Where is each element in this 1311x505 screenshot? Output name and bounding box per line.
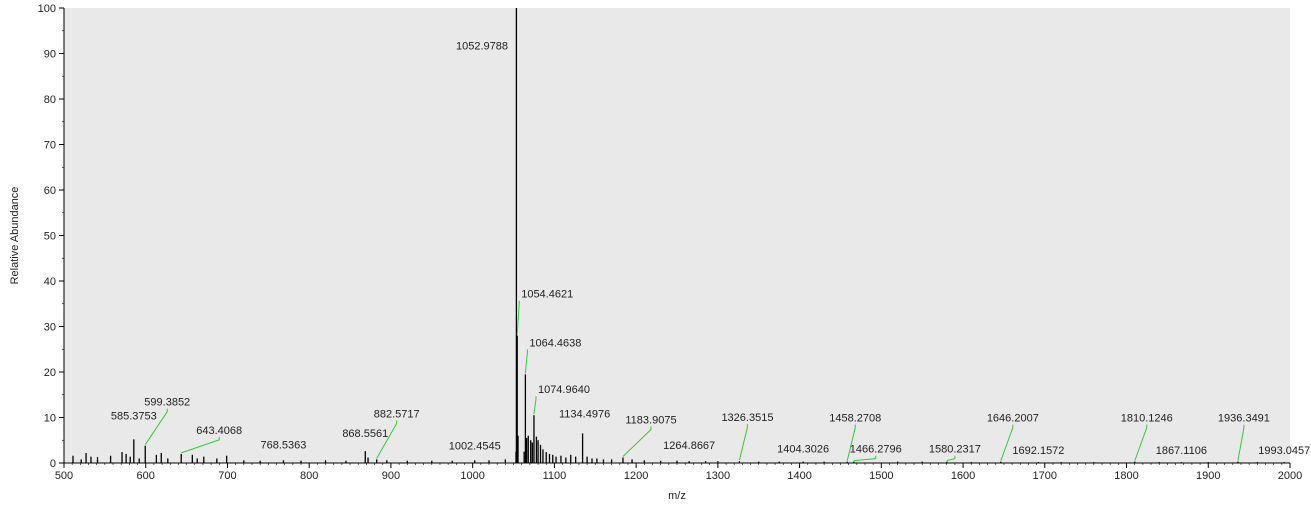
peak-label: 882.5717 (374, 408, 420, 420)
y-tick-label: 40 (44, 276, 56, 288)
peak-label: 1074.9640 (538, 384, 590, 396)
x-tick-label: 1200 (624, 470, 648, 482)
peak-label: 1053.4716 (490, 0, 542, 3)
y-tick-label: 0 (50, 458, 56, 470)
peak-leader-line (853, 455, 877, 462)
x-tick-label: 1300 (706, 470, 730, 482)
peak-label: 599.3852 (144, 397, 190, 409)
x-tick-label: 1800 (1114, 470, 1138, 482)
peak-label: 1466.2796 (850, 444, 902, 456)
y-tick-label: 80 (44, 94, 56, 106)
leader-lines-layer (144, 300, 1245, 462)
peak-label: 1134.4976 (559, 408, 610, 420)
peak-leader-line (144, 408, 168, 445)
peak-label: 585.3753 (111, 410, 157, 422)
peak-label: 1580.2317 (929, 444, 981, 456)
peak-leader-line (524, 349, 528, 374)
peak-label: 1810.1246 (1121, 413, 1173, 425)
peak-leader-line (1134, 424, 1148, 461)
x-tick-label: 900 (382, 470, 400, 482)
peak-label: 1404.3026 (777, 444, 829, 456)
x-tick-label: 1500 (869, 470, 893, 482)
peak-leader-line (533, 396, 537, 415)
y-tick-label: 60 (44, 185, 56, 197)
y-tick-label: 30 (44, 322, 56, 334)
x-tick-label: 1400 (787, 470, 811, 482)
peak-label: 1993.0457 (1258, 445, 1310, 457)
y-tick-label: 50 (44, 231, 56, 243)
x-axis-title: m/z (668, 490, 686, 502)
x-tick-label: 1000 (460, 470, 484, 482)
peak-leader-line (846, 424, 856, 461)
x-tick-label: 700 (218, 470, 236, 482)
peak-label: 643.4068 (196, 425, 242, 437)
peak-label: 1326.3515 (721, 412, 773, 424)
peak-label: 1646.2007 (987, 413, 1039, 425)
x-tick-label: 1100 (543, 470, 567, 482)
x-tick-label: 2000 (1278, 470, 1302, 482)
peak-label: 1052.9788 (456, 41, 508, 53)
peak-leader-line (1237, 424, 1245, 461)
peak-label: 1936.3491 (1218, 413, 1270, 425)
peak-label: 1064.4638 (529, 337, 581, 349)
peak-leader-line (376, 420, 398, 459)
y-tick-label: 20 (44, 367, 56, 379)
peak-leader-line (946, 455, 956, 462)
y-tick-label: 70 (44, 140, 56, 152)
peak-label: 1264.8667 (663, 440, 715, 452)
x-tick-label: 600 (137, 470, 155, 482)
peak-label: 1183.9075 (625, 415, 676, 427)
x-tick-label: 500 (55, 470, 73, 482)
peak-label: 1458.2708 (829, 413, 881, 425)
peak-label: 1867.1106 (1156, 445, 1207, 457)
peaks-layer (72, 8, 1285, 463)
y-axis-ticks: 0 10 20 30 40 50 60 70 80 90 100 (38, 3, 64, 470)
y-tick-label: 90 (44, 49, 56, 61)
x-tick-label: 1600 (951, 470, 975, 482)
peak-leader-line (738, 424, 748, 461)
peak-label: 768.5363 (261, 439, 307, 451)
peak-leader-line (181, 436, 220, 454)
peak-leader-line (1000, 424, 1014, 461)
y-tick-label: 100 (38, 3, 56, 15)
x-tick-label: 1900 (1196, 470, 1220, 482)
y-axis-title: Relative Abundance (9, 187, 21, 285)
peak-label: 1692.1572 (1012, 445, 1064, 457)
peak-leader-line (516, 300, 520, 335)
peak-leader-line (622, 426, 652, 457)
x-tick-label: 1700 (1033, 470, 1057, 482)
x-axis-ticks: 500 600 700 800 900 1000 1100 1200 1300 1400 1500 1… (55, 463, 1302, 482)
plot-area (64, 8, 1290, 463)
peak-label: 1054.4621 (521, 289, 573, 301)
peak-label: 1002.4545 (449, 440, 501, 452)
x-tick-label: 800 (300, 470, 318, 482)
peak-label: 868.5561 (342, 428, 388, 440)
y-tick-label: 10 (44, 413, 56, 425)
